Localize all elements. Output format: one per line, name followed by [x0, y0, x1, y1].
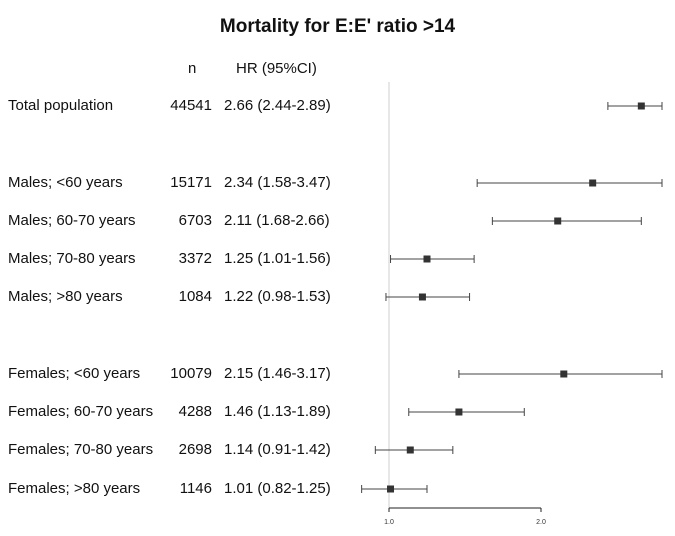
- table-row: Females; 60-70 years 4288 1.46 (1.13-1.89): [0, 403, 360, 425]
- row-n: 2698: [178, 441, 212, 458]
- table-row: Males; >80 years 1084 1.22 (0.98-1.53): [0, 288, 360, 310]
- point-estimate: [387, 485, 395, 493]
- row-label: Females; 60-70 years: [8, 403, 154, 420]
- row-label: Males; <60 years: [8, 174, 123, 191]
- column-header-n: n: [188, 60, 197, 77]
- row-hr-text: 2.34 (1.58-3.47): [224, 174, 331, 191]
- point-estimate: [560, 370, 568, 378]
- row-label: Females; 70-80 years: [8, 441, 154, 458]
- row-label: Total population: [8, 97, 114, 114]
- row-n: 4288: [178, 403, 212, 420]
- row-n: 10079: [170, 365, 212, 382]
- point-estimate: [455, 408, 463, 416]
- table-row: Females; <60 years 10079 2.15 (1.46-3.17): [0, 365, 360, 387]
- x-tick-label: 1.0: [384, 519, 394, 526]
- point-estimate: [406, 446, 414, 454]
- row-label: Males; >80 years: [8, 288, 123, 305]
- row-label: Males; 70-80 years: [8, 250, 136, 267]
- row-n: 6703: [178, 212, 212, 229]
- table-row: Total population 44541 2.66 (2.44-2.89): [0, 97, 360, 119]
- row-label: Males; 60-70 years: [8, 212, 136, 229]
- table-row: Females; >80 years 1146 1.01 (0.82-1.25): [0, 480, 360, 502]
- row-hr-text: 1.14 (0.91-1.42): [224, 441, 331, 458]
- row-label: Females; <60 years: [8, 365, 141, 382]
- row-hr-text: 2.11 (1.68-2.66): [224, 212, 330, 229]
- row-hr-text: 1.25 (1.01-1.56): [224, 250, 331, 267]
- point-estimate: [589, 179, 597, 187]
- row-n: 1084: [178, 288, 212, 305]
- row-n: 15171: [170, 174, 212, 191]
- row-n: 3372: [178, 250, 212, 267]
- row-n: 1146: [179, 480, 212, 497]
- chart-title: Mortality for E:E' ratio >14: [219, 16, 456, 37]
- point-estimate: [554, 217, 562, 225]
- column-header-hr: HR (95%CI): [236, 60, 317, 77]
- row-label: Females; >80 years: [8, 480, 141, 497]
- row-hr-text: 2.15 (1.46-3.17): [224, 365, 331, 382]
- table-row: Females; 70-80 years 2698 1.14 (0.91-1.42): [0, 441, 360, 463]
- row-hr-text: 1.46 (1.13-1.89): [224, 403, 331, 420]
- row-hr-text: 2.66 (2.44-2.89): [224, 97, 331, 114]
- table-row: Males; 70-80 years 3372 1.25 (1.01-1.56): [0, 250, 360, 272]
- table-row: Males; 60-70 years 6703 2.11 (1.68-2.66): [0, 212, 360, 234]
- point-estimate: [418, 293, 426, 301]
- row-n: 44541: [170, 97, 212, 114]
- point-estimate: [637, 102, 645, 110]
- row-hr-text: 1.01 (0.82-1.25): [224, 480, 331, 497]
- point-estimate: [423, 255, 431, 263]
- table-row: Males; <60 years 15171 2.34 (1.58-3.47): [0, 174, 360, 196]
- x-tick-label: 2.0: [536, 519, 546, 526]
- row-hr-text: 1.22 (0.98-1.53): [224, 288, 331, 305]
